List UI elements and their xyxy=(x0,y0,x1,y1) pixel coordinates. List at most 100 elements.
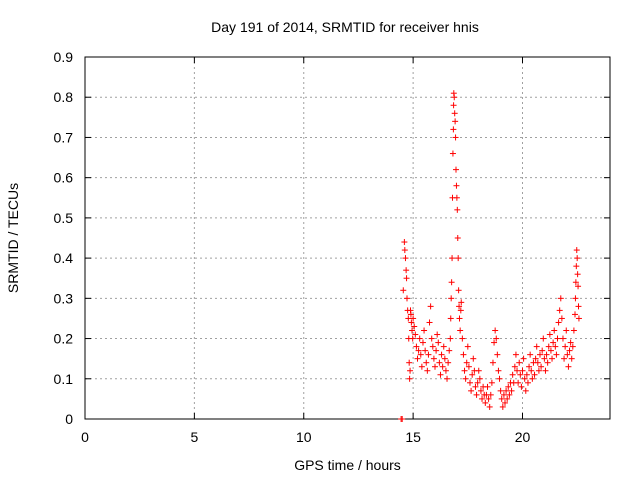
data-point xyxy=(419,339,426,346)
data-points xyxy=(398,90,582,422)
data-point xyxy=(570,327,577,334)
data-point xyxy=(539,347,546,354)
data-point xyxy=(415,347,422,354)
data-point xyxy=(558,315,565,322)
data-point xyxy=(406,359,413,366)
data-point xyxy=(479,395,486,402)
x-tick-label: 10 xyxy=(296,429,312,445)
data-point xyxy=(537,351,543,358)
y-tick-label: 0.1 xyxy=(54,371,74,387)
data-point xyxy=(497,387,504,394)
data-point xyxy=(533,343,540,350)
data-point xyxy=(414,355,421,362)
data-point xyxy=(400,287,407,294)
data-point xyxy=(547,347,554,354)
data-point xyxy=(500,391,507,398)
data-point xyxy=(503,387,510,394)
data-point xyxy=(427,303,434,310)
data-point xyxy=(465,363,472,370)
data-point xyxy=(522,387,529,394)
data-point xyxy=(407,367,414,374)
data-point xyxy=(566,347,573,354)
data-point xyxy=(549,355,556,362)
data-point xyxy=(520,355,527,362)
data-point xyxy=(435,339,442,346)
data-point xyxy=(572,279,579,286)
data-point xyxy=(493,335,500,342)
data-point xyxy=(555,319,562,326)
data-point xyxy=(477,387,484,394)
data-point xyxy=(412,331,419,338)
data-point xyxy=(542,367,549,374)
data-point xyxy=(437,371,444,378)
data-point xyxy=(404,295,410,302)
data-point xyxy=(453,166,459,173)
data-point xyxy=(511,363,518,370)
data-point xyxy=(496,375,503,382)
data-point xyxy=(469,371,476,378)
data-point xyxy=(449,255,456,262)
data-point xyxy=(447,335,454,342)
data-point xyxy=(485,395,492,402)
data-point xyxy=(455,287,462,294)
data-point xyxy=(467,379,473,386)
data-point xyxy=(430,355,437,362)
data-point xyxy=(572,311,578,318)
data-point xyxy=(457,327,464,334)
data-point xyxy=(538,363,545,370)
y-axis-title: SRMTID / TECUs xyxy=(5,183,21,293)
data-point xyxy=(472,383,479,390)
data-point xyxy=(559,335,566,342)
data-point xyxy=(512,351,519,358)
data-point xyxy=(491,339,498,346)
data-point xyxy=(464,343,471,350)
data-point xyxy=(459,335,466,342)
data-point xyxy=(453,182,460,189)
x-tick-label: 0 xyxy=(81,429,89,445)
data-point xyxy=(448,279,455,286)
data-point xyxy=(451,94,458,101)
x-tick-label: 20 xyxy=(515,429,531,445)
data-point xyxy=(573,247,580,254)
data-point xyxy=(463,359,470,366)
data-point xyxy=(411,323,418,330)
data-point xyxy=(458,299,465,306)
data-point xyxy=(429,343,436,350)
data-point xyxy=(514,367,521,374)
data-point xyxy=(544,359,551,366)
data-point xyxy=(454,235,461,241)
data-point xyxy=(441,355,448,362)
data-point xyxy=(541,355,548,362)
data-point xyxy=(452,118,459,125)
data-point xyxy=(440,343,447,350)
data-point xyxy=(550,339,557,346)
data-point xyxy=(546,331,553,338)
data-point xyxy=(457,307,464,314)
data-point xyxy=(509,371,516,378)
data-point xyxy=(575,315,582,322)
data-point xyxy=(470,355,477,362)
data-point xyxy=(529,375,536,382)
data-point xyxy=(499,403,506,410)
data-point xyxy=(445,359,452,366)
data-point xyxy=(450,102,457,109)
data-point xyxy=(422,347,429,354)
data-point xyxy=(569,343,576,350)
plot-area-frame xyxy=(84,56,611,420)
data-point xyxy=(488,379,495,386)
data-point xyxy=(523,371,530,378)
data-point xyxy=(409,327,416,334)
data-point xyxy=(439,363,446,370)
data-point xyxy=(498,395,505,402)
chart-title: Day 191 of 2014, SRMTID for receiver hni… xyxy=(211,19,479,35)
data-point xyxy=(399,416,406,422)
data-point xyxy=(468,387,475,394)
data-point xyxy=(402,255,409,262)
data-point xyxy=(408,319,415,326)
data-point xyxy=(410,315,417,322)
data-point xyxy=(551,327,558,334)
data-point xyxy=(456,315,463,322)
grid-lines xyxy=(85,57,610,419)
y-tick-label: 0.8 xyxy=(54,89,74,105)
y-tick-label: 0.5 xyxy=(54,210,74,226)
